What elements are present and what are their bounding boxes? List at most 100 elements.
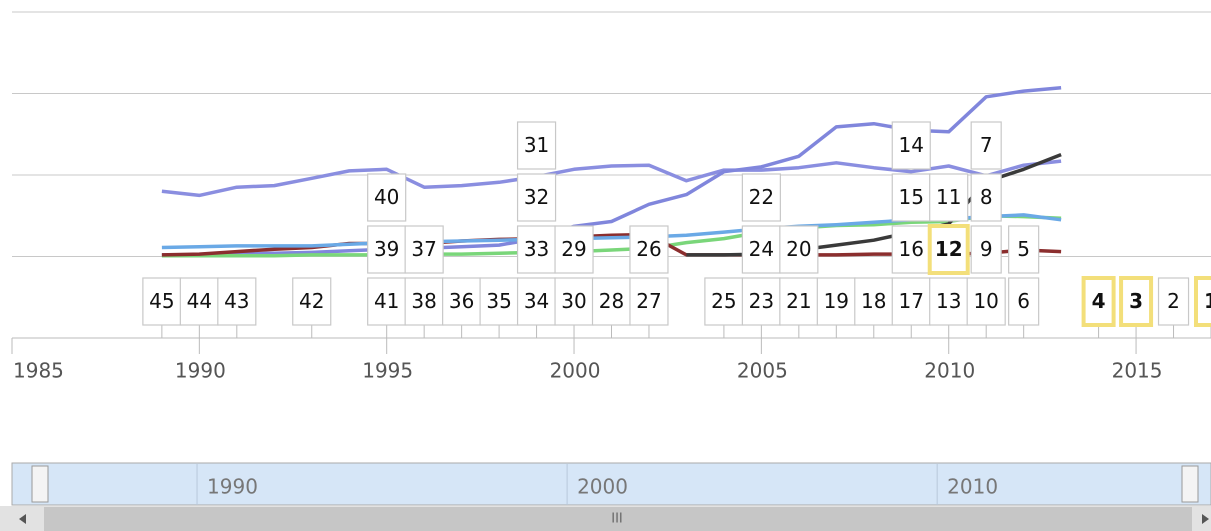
- flag-box: [217, 277, 257, 326]
- flag-label: 14: [899, 133, 924, 157]
- annotation-flag[interactable]: 36: [442, 277, 482, 338]
- scrollbar-thumb[interactable]: [44, 507, 1192, 531]
- annotation-flag[interactable]: 7: [970, 121, 1002, 170]
- annotation-flag[interactable]: 8: [970, 173, 1002, 222]
- annotation-flag[interactable]: 5: [1008, 225, 1040, 274]
- flag-label: 36: [449, 289, 474, 313]
- annotation-flag[interactable]: 22: [741, 173, 781, 222]
- flag-label: 40: [374, 185, 399, 209]
- flag-label: 18: [861, 289, 886, 313]
- flag-label: 26: [636, 237, 661, 261]
- flag-box: [1008, 225, 1040, 274]
- flag-box: [741, 277, 781, 326]
- flag-box: [970, 121, 1002, 170]
- flag-box: [970, 173, 1002, 222]
- navigator-tick-label: 1990: [207, 475, 258, 499]
- flag-box: [929, 173, 969, 222]
- annotation-flag[interactable]: 15: [891, 173, 931, 222]
- scroll-left[interactable]: [19, 514, 26, 524]
- flag-box: [741, 173, 781, 222]
- annotation-flag[interactable]: 26: [629, 225, 669, 274]
- flag-box: [970, 225, 1002, 274]
- flag-label: 2: [1167, 289, 1180, 313]
- flag-box: [704, 277, 744, 326]
- annotation-flag[interactable]: 34: [516, 277, 557, 338]
- flag-label: 39: [374, 237, 399, 261]
- flag-label: 42: [299, 289, 324, 313]
- annotation-flag[interactable]: 27: [629, 277, 669, 338]
- flag-box: [367, 173, 407, 222]
- navigator-handle-left[interactable]: [31, 465, 49, 503]
- annotation-flag[interactable]: 41: [367, 277, 407, 338]
- annotation-flag[interactable]: 29: [554, 225, 594, 274]
- flag-label: 4: [1092, 289, 1106, 313]
- flag-label: 19: [824, 289, 849, 313]
- flag-label: 13: [936, 289, 961, 313]
- annotation-flag[interactable]: 10: [966, 277, 1006, 338]
- x-tick-label: 1985: [13, 359, 64, 383]
- flag-box: [404, 225, 444, 274]
- scrollbar-label: III: [611, 512, 623, 527]
- navigator-handle-right[interactable]: [1181, 465, 1199, 503]
- flag-label: 20: [786, 237, 811, 261]
- annotation-flag[interactable]: 33: [516, 225, 557, 274]
- annotation-flag[interactable]: 1: [1194, 276, 1211, 338]
- annotation-flag[interactable]: 9: [970, 225, 1002, 274]
- annotation-flag[interactable]: 38: [404, 277, 444, 338]
- flag-box: [367, 277, 407, 326]
- flag-label: 3: [1129, 289, 1143, 313]
- flag-box: [1194, 276, 1211, 327]
- flag-box: [891, 121, 931, 170]
- flag-label: 27: [636, 289, 661, 313]
- annotation-flag[interactable]: 35: [479, 277, 519, 338]
- annotation-flag[interactable]: 32: [516, 173, 557, 222]
- annotation-flag[interactable]: 2: [1157, 277, 1190, 338]
- annotation-flag[interactable]: 40: [367, 173, 407, 222]
- flag-label: 11: [936, 185, 961, 209]
- x-tick-label: 2000: [550, 359, 601, 383]
- flag-label: 6: [1017, 289, 1030, 313]
- flag-box: [516, 173, 557, 222]
- annotation-flag[interactable]: 19: [816, 277, 856, 338]
- annotation-flag[interactable]: 13: [929, 277, 969, 338]
- annotation-flag[interactable]: 17: [891, 277, 931, 338]
- annotation-flag[interactable]: 14: [891, 121, 931, 170]
- flag-box: [891, 277, 931, 326]
- flag-box: [1119, 276, 1154, 327]
- annotation-flag[interactable]: 12: [927, 224, 970, 275]
- annotation-flag[interactable]: 6: [1008, 277, 1040, 338]
- annotation-flag[interactable]: 37: [404, 225, 444, 274]
- flag-box: [629, 225, 669, 274]
- annotation-flag[interactable]: 42: [292, 277, 332, 338]
- annotation-flag[interactable]: 43: [217, 277, 257, 338]
- flag-label: 23: [749, 289, 774, 313]
- flag-label: 25: [711, 289, 736, 313]
- annotation-flag[interactable]: 24: [741, 225, 781, 274]
- flag-label: 33: [524, 237, 549, 261]
- annotation-flag[interactable]: 23: [741, 277, 781, 338]
- scroll-right[interactable]: [1202, 514, 1209, 524]
- annotation-flag[interactable]: 39: [367, 225, 407, 274]
- flag-label: 24: [749, 237, 774, 261]
- annotation-flag[interactable]: 16: [891, 225, 931, 274]
- flag-box: [966, 277, 1006, 326]
- annotation-flag[interactable]: 18: [854, 277, 894, 338]
- flag-label: 16: [899, 237, 924, 261]
- x-tick-label: 1990: [175, 359, 226, 383]
- annotation-flag[interactable]: 11: [929, 173, 969, 222]
- flag-label: 17: [899, 289, 924, 313]
- annotation-flag[interactable]: 28: [591, 277, 632, 338]
- annotation-flag[interactable]: 31: [516, 121, 557, 170]
- annotation-flag[interactable]: 21: [779, 277, 819, 338]
- annotation-flag[interactable]: 30: [554, 277, 594, 338]
- flag-box: [516, 277, 557, 326]
- flag-label: 5: [1017, 237, 1030, 261]
- annotation-flag[interactable]: 20: [779, 225, 819, 274]
- navigator[interactable]: [11, 462, 1211, 506]
- annotation-flag[interactable]: 25: [704, 277, 744, 338]
- annotation-flag[interactable]: 45: [142, 277, 182, 338]
- annotation-flag[interactable]: 3: [1119, 276, 1154, 338]
- annotation-flag[interactable]: 4: [1081, 276, 1116, 338]
